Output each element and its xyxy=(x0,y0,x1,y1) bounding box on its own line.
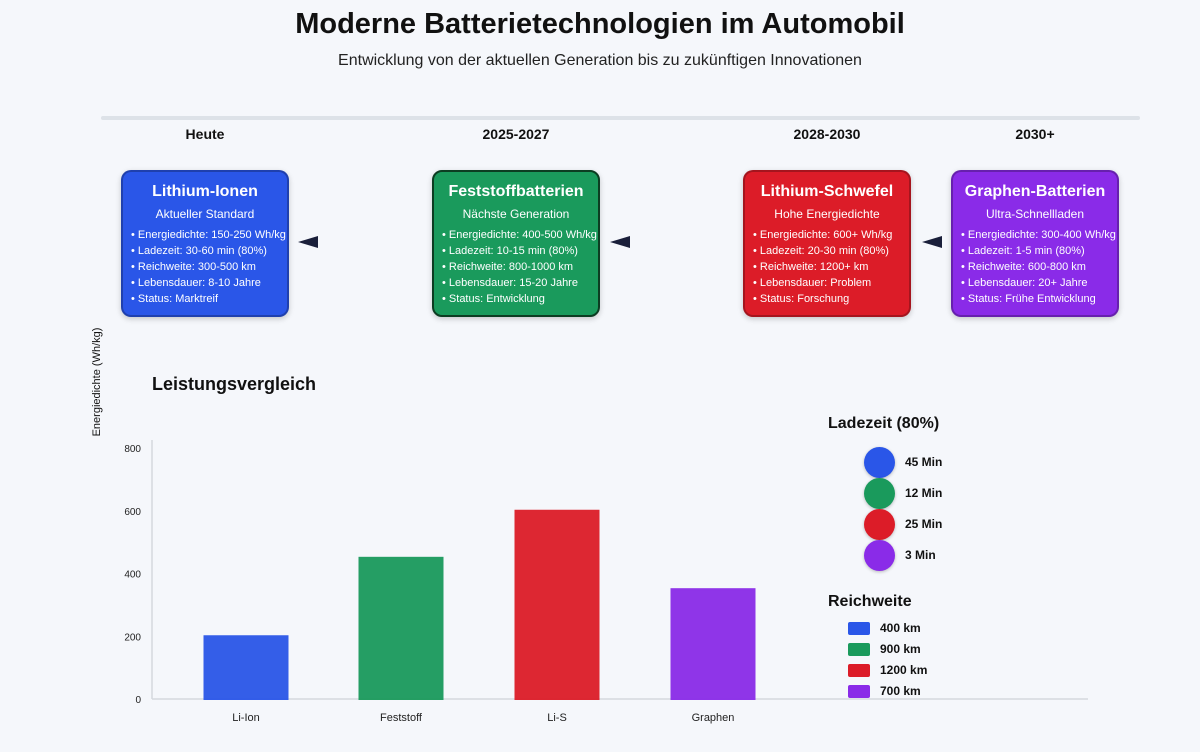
y-tick-label: 0 xyxy=(135,695,141,706)
y-tick-label: 800 xyxy=(124,444,141,455)
bar xyxy=(358,556,444,700)
arrow-left-icon xyxy=(298,236,318,248)
card-spec: Ladezeit: 30-60 min (80%) xyxy=(131,243,279,259)
card-spec: Status: Frühe Entwicklung xyxy=(961,291,1109,307)
y-tick-label: 400 xyxy=(124,570,141,581)
bar xyxy=(203,635,289,700)
charge-legend-dot xyxy=(864,540,895,571)
timeline-bar xyxy=(101,116,1140,120)
range-legend-label: 400 km xyxy=(880,621,921,635)
charge-legend-label: 12 Min xyxy=(905,486,943,500)
x-tick-label: Feststoff xyxy=(380,712,423,724)
page-subtitle: Entwicklung von der aktuellen Generation… xyxy=(338,52,862,69)
y-tick-label: 600 xyxy=(124,507,141,518)
card-spec: Energiedichte: 150-250 Wh/kg xyxy=(131,227,286,243)
card-subtitle: Aktueller Standard xyxy=(155,207,255,221)
card-subtitle: Hohe Energiedichte xyxy=(774,207,880,221)
x-tick-label: Li-Ion xyxy=(232,712,260,724)
card-spec: Status: Forschung xyxy=(753,291,901,307)
bar xyxy=(670,588,756,700)
x-tick-label: Li-S xyxy=(547,712,567,724)
charge-legend-label: 25 Min xyxy=(905,517,943,531)
card-spec: Lebensdauer: Problem xyxy=(753,275,901,291)
range-legend-swatch xyxy=(848,685,870,698)
range-legend-swatch xyxy=(848,643,870,656)
charge-legend-label: 45 Min xyxy=(905,455,943,469)
charge-legend-title: Ladezeit (80%) xyxy=(828,415,940,432)
era-label: 2028-2030 xyxy=(793,126,861,142)
battery-card: Lithium-Schwefel Hohe Energiedichte Energi… xyxy=(743,170,911,317)
card-subtitle: Nächste Generation xyxy=(462,207,570,221)
range-legend-label: 700 km xyxy=(880,684,921,698)
card-spec: Status: Entwicklung xyxy=(442,291,590,307)
card-spec: Energiedichte: 300-400 Wh/kg xyxy=(961,227,1116,243)
charge-legend-dot xyxy=(864,478,895,509)
era-label: Heute xyxy=(185,126,225,142)
card-title: Feststoffbatterien xyxy=(448,183,584,200)
battery-card: Feststoffbatterien Nächste Generation Ener… xyxy=(432,170,600,317)
range-legend-label: 1200 km xyxy=(880,663,928,677)
card-title: Graphen-Batterien xyxy=(964,183,1106,200)
card-spec: Lebensdauer: 15-20 Jahre xyxy=(442,275,590,291)
arrow-left-icon xyxy=(610,236,630,248)
card-spec: Reichweite: 1200+ km xyxy=(753,259,901,275)
arrow-left-icon xyxy=(922,236,942,248)
range-legend-title: Reichweite xyxy=(828,593,912,610)
y-tick-label: 200 xyxy=(124,632,141,643)
card-spec: Status: Marktreif xyxy=(131,291,279,307)
range-legend-label: 900 km xyxy=(880,642,921,656)
chart-title: Leistungsvergleich xyxy=(152,374,317,394)
era-label: 2030+ xyxy=(1015,126,1055,142)
era-label: 2025-2027 xyxy=(482,126,550,142)
card-spec: Lebensdauer: 8-10 Jahre xyxy=(131,275,279,291)
card-subtitle: Ultra-Schnellladen xyxy=(985,207,1085,221)
card-spec: Reichweite: 300-500 km xyxy=(131,259,279,275)
card-spec: Energiedichte: 400-500 Wh/kg xyxy=(442,227,597,243)
charge-legend-dot xyxy=(864,447,895,478)
card-spec: Lebensdauer: 20+ Jahre xyxy=(961,275,1109,291)
card-title: Lithium-Schwefel xyxy=(760,183,894,200)
charge-legend-label: 3 Min xyxy=(905,548,936,562)
charge-legend-dot xyxy=(864,509,895,540)
card-spec: Ladezeit: 10-15 min (80%) xyxy=(442,243,590,259)
x-tick-label: Graphen xyxy=(692,712,735,724)
bar xyxy=(514,509,600,700)
card-spec: Ladezeit: 1-5 min (80%) xyxy=(961,243,1109,259)
card-spec: Reichweite: 600-800 km xyxy=(961,259,1109,275)
card-spec: Energiedichte: 600+ Wh/kg xyxy=(753,227,901,243)
card-title: Lithium-Ionen xyxy=(152,183,258,200)
range-legend-swatch xyxy=(848,622,870,635)
page-title: Moderne Batterietechnologien im Automobi… xyxy=(295,8,905,40)
battery-card: Graphen-Batterien Ultra-Schnellladen Energ… xyxy=(951,170,1119,317)
range-legend-swatch xyxy=(848,664,870,677)
card-spec: Reichweite: 800-1000 km xyxy=(442,259,590,275)
card-spec: Ladezeit: 20-30 min (80%) xyxy=(753,243,901,259)
battery-card: Lithium-Ionen Aktueller Standard Energiedi… xyxy=(121,170,289,317)
